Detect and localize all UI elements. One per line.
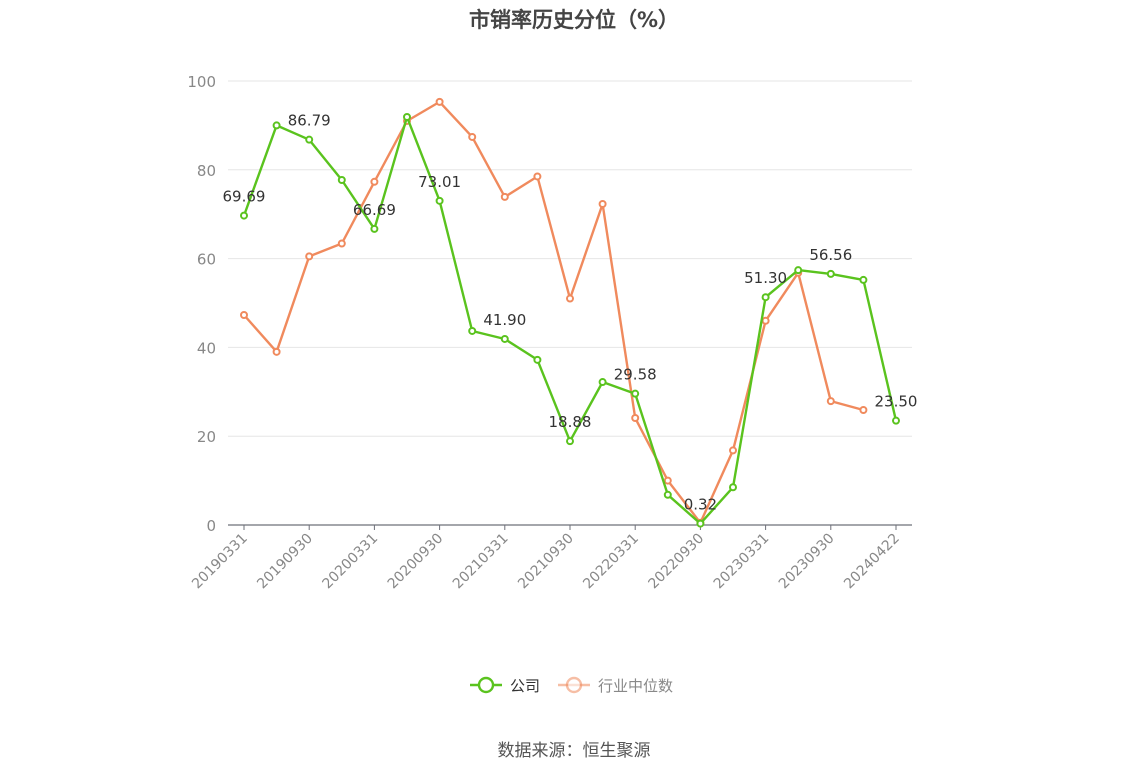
company-point xyxy=(729,483,737,492)
industry-median-point xyxy=(729,446,737,455)
x-tick-label: 20190930 xyxy=(254,531,316,593)
company-point xyxy=(696,519,705,528)
industry-median-line xyxy=(243,100,864,524)
industry-median-point xyxy=(631,413,640,422)
company-point xyxy=(826,269,835,278)
legend-marker xyxy=(565,676,583,694)
company-point xyxy=(337,176,346,185)
x-tick-label: 20210930 xyxy=(515,531,577,593)
industry-median-point xyxy=(826,397,835,406)
data-label: 73.01 xyxy=(418,173,461,191)
x-tick-label: 20200331 xyxy=(320,531,382,593)
industry-median-point xyxy=(500,192,509,201)
company-point xyxy=(598,378,607,387)
company-point xyxy=(794,266,803,275)
industry-median-point xyxy=(598,199,607,208)
company-point xyxy=(468,326,477,335)
industry-median-point xyxy=(663,476,672,485)
industry-median-point xyxy=(859,406,868,415)
legend-label: 公司 xyxy=(510,677,540,695)
data-label: 23.50 xyxy=(875,393,918,411)
data-label: 41.90 xyxy=(483,311,526,329)
company-point xyxy=(631,389,640,398)
x-tick-label: 20220930 xyxy=(646,531,708,593)
company-point xyxy=(500,334,509,343)
company-point xyxy=(761,293,770,302)
y-tick-label: 100 xyxy=(187,73,216,91)
data-label: 18.88 xyxy=(549,413,592,431)
data-source: 数据来源：恒生聚源 xyxy=(497,741,651,761)
industry-median-point xyxy=(305,252,314,261)
industry-median-point xyxy=(240,310,248,319)
industry-median-point xyxy=(272,347,281,356)
company-point xyxy=(272,121,281,130)
industry-median-point xyxy=(761,316,770,325)
company-point xyxy=(305,135,314,144)
legend-label: 行业中位数 xyxy=(598,677,673,695)
company-point xyxy=(403,112,411,121)
x-tick-label: 20230331 xyxy=(711,531,773,593)
y-tick-label: 80 xyxy=(197,162,216,180)
x-tick-label: 20230930 xyxy=(776,531,838,593)
data-label: 51.30 xyxy=(744,269,787,287)
x-tick-label: 20200930 xyxy=(385,531,447,593)
chart-title: 市销率历史分位（%） xyxy=(468,8,680,32)
data-label: 0.32 xyxy=(684,496,717,514)
data-label: 69.69 xyxy=(223,188,266,206)
industry-median-point xyxy=(566,294,574,303)
company-point xyxy=(663,490,672,499)
data-label: 56.56 xyxy=(809,246,852,264)
industry-median-point xyxy=(337,239,346,248)
company-point xyxy=(435,196,444,205)
x-tick-label: 20240422 xyxy=(841,531,903,593)
industry-median-point xyxy=(468,132,477,141)
y-tick-label: 40 xyxy=(197,339,216,357)
x-tick-label: 20190331 xyxy=(189,531,251,593)
data-label: 66.69 xyxy=(353,201,396,219)
company-point xyxy=(859,275,868,284)
data-label: 29.58 xyxy=(614,366,657,384)
y-tick-label: 60 xyxy=(197,251,216,269)
data-label: 86.79 xyxy=(288,112,331,130)
industry-median-point xyxy=(370,177,379,186)
company-point xyxy=(533,355,542,364)
company-point xyxy=(240,211,248,220)
company-point xyxy=(370,224,379,233)
y-tick-label: 0 xyxy=(206,517,216,535)
legend-marker xyxy=(477,676,495,694)
company-point xyxy=(566,437,574,446)
x-tick-label: 20210331 xyxy=(450,531,512,593)
company-point xyxy=(892,416,900,425)
x-tick-label: 20220331 xyxy=(580,531,642,593)
industry-median-point xyxy=(533,172,542,181)
y-tick-label: 20 xyxy=(197,428,216,446)
industry-median-point xyxy=(435,97,444,106)
